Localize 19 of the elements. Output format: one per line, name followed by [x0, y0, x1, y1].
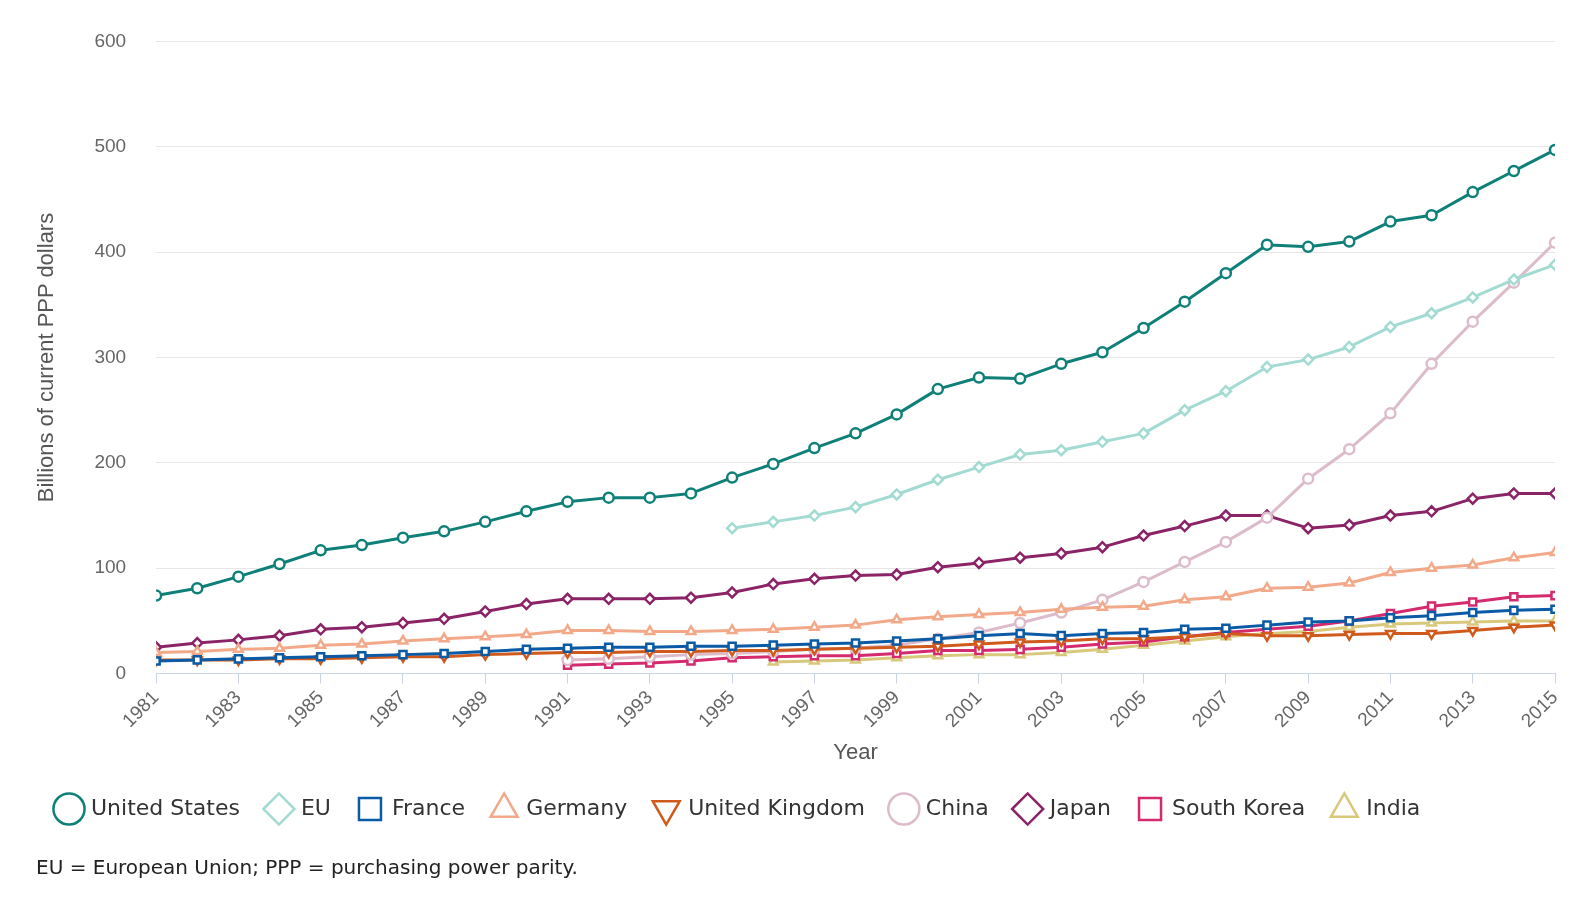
legend-label: United Kingdom	[688, 794, 865, 820]
legend-label: United States	[91, 794, 240, 820]
legend-label: France	[391, 794, 466, 820]
y-tick-label: 200	[94, 451, 127, 473]
text: EU = European Union; PPP = purchasing power parity.	[36, 855, 578, 879]
y-tick-label: 600	[94, 29, 127, 51]
x-axis-title: Year	[833, 738, 878, 764]
y-tick-label: 300	[94, 345, 127, 367]
y-tick-label: 100	[94, 556, 127, 578]
legend-label: Japan	[1047, 794, 1112, 820]
y-tick-label: 400	[94, 240, 127, 262]
y-tick-label: 0	[115, 661, 127, 683]
legend-label: India	[1366, 794, 1421, 820]
legend-label: Germany	[526, 794, 628, 820]
y-tick-label: 500	[94, 135, 127, 156]
legend-label: South Korea	[1172, 794, 1306, 820]
legend-label: China	[925, 794, 989, 820]
legend-label: EU	[300, 794, 331, 820]
y-axis-title: Billions of current PPP dollars	[33, 212, 59, 503]
